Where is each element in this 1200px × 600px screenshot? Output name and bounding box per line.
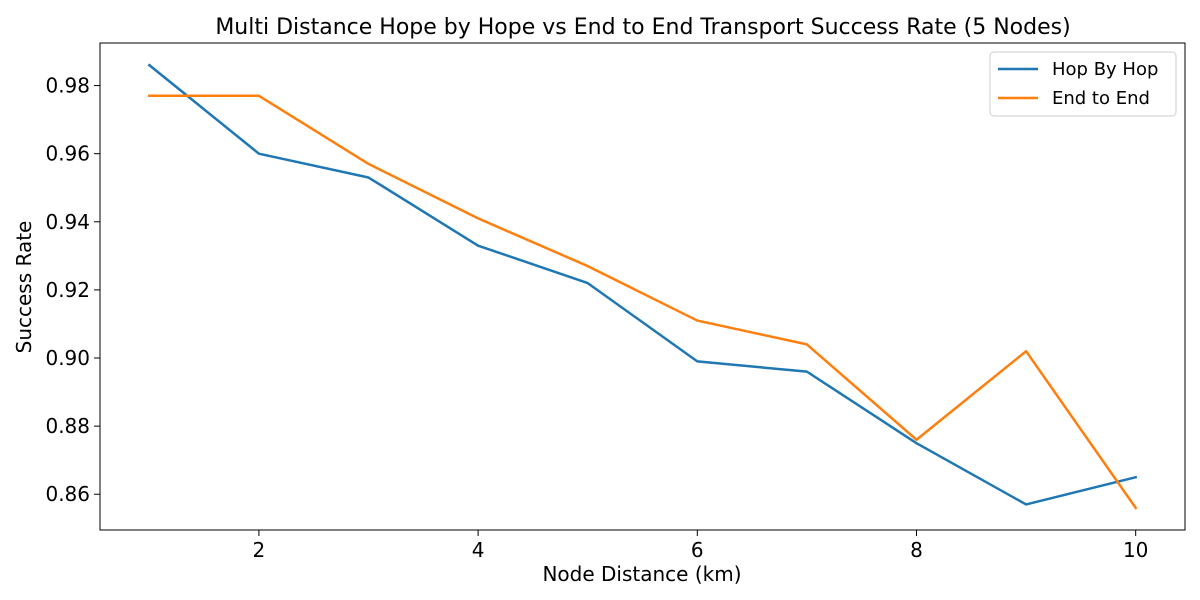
series-line-end-to-end — [148, 94, 1138, 510]
axis-ticks: 2 4 6 8 10 0.86 0.88 0.90 0.92 0.94 0.96 0.98 — [45, 74, 1148, 562]
y-tick-label: 0.88 — [45, 414, 90, 438]
y-axis-label: Success Rate — [12, 221, 36, 354]
y-tick-label: 0.94 — [45, 210, 90, 234]
legend: Hop By Hop End to End — [989, 51, 1177, 117]
x-tick-label: 4 — [472, 538, 485, 562]
legend-label: End to End — [1052, 88, 1150, 109]
y-tick-label: 0.86 — [45, 482, 90, 506]
series-layer — [147, 63, 1138, 510]
y-tick-label: 0.90 — [45, 346, 90, 370]
plot-area — [99, 42, 1186, 531]
x-tick-label: 8 — [910, 538, 923, 562]
legend-label: Hop By Hop — [1052, 59, 1158, 80]
x-axis-label: Node Distance (km) — [542, 562, 741, 586]
y-tick-label: 0.98 — [45, 74, 90, 98]
x-tick-label: 2 — [253, 538, 266, 562]
y-tick-label: 0.96 — [45, 142, 90, 166]
y-tick-label: 0.92 — [45, 278, 90, 302]
x-tick-label: 10 — [1123, 538, 1148, 562]
x-tick-label: 6 — [691, 538, 704, 562]
chart-title: Multi Distance Hope by Hope vs End to En… — [215, 15, 1070, 40]
series-line-hop-by-hop — [147, 63, 1138, 506]
